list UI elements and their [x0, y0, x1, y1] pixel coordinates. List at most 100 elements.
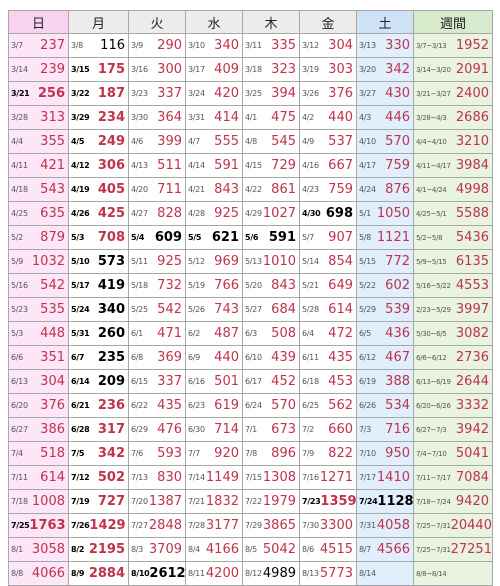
weekly-total-value: 7084	[455, 470, 489, 485]
day-cell-saturday: 3/13 330	[356, 33, 414, 58]
day-cell-saturday: 7/31 4058	[356, 513, 414, 538]
day-cell-tuesday: 3/23 337	[128, 81, 186, 106]
week-range-label: 4/1~4/24	[416, 185, 447, 194]
date-label: 3/19	[302, 65, 319, 74]
case-count: 609	[154, 230, 182, 245]
day-cell-saturday: 4/24 876	[356, 177, 414, 202]
date-label: 3/22	[71, 89, 90, 98]
case-count: 649	[328, 278, 353, 293]
case-count: 1763	[29, 518, 66, 533]
case-count: 1979	[262, 494, 296, 509]
case-count: 772	[385, 254, 410, 269]
day-cell-saturday: 3/27 430	[356, 81, 414, 106]
date-label: 8/1	[11, 545, 23, 554]
case-count: 388	[385, 374, 410, 389]
case-count: 260	[97, 326, 125, 341]
day-cell-thursday: 5/20 843	[242, 273, 300, 298]
weekly-total-cell: 3/14~3/20 2091	[413, 57, 493, 82]
weekly-total-value: 5588	[455, 206, 489, 221]
date-label: 6/26	[359, 401, 376, 410]
case-count: 555	[214, 134, 239, 149]
week-range-label: 4/4~4/10	[416, 137, 447, 146]
table-row: 6/13 304 6/14 209 6/15 337 6/16 501 6/17 452 6/18 4…	[8, 369, 493, 394]
day-cell-wednesday: 3/31 414	[185, 105, 243, 130]
date-label: 4/26	[71, 209, 90, 218]
day-cell-thursday: 3/18 323	[242, 57, 300, 82]
day-cell-wednesday: 3/17 409	[185, 57, 243, 82]
case-count: 209	[97, 374, 125, 389]
weekly-total-cell: 7/11~7/17 7084	[413, 465, 493, 490]
case-count: 828	[157, 206, 182, 221]
week-range-label: 2/23~5/29	[416, 305, 451, 314]
week-range-label: 5/2~5/8	[416, 233, 443, 242]
week-range-label: 5/16~5/22	[416, 281, 451, 290]
case-count: 1050	[376, 206, 410, 221]
table-row: 5/3 448 5/31 260 6/1 471 6/2 487 6/3 508 6/4 472 6/5…	[8, 321, 493, 346]
case-count: 414	[214, 110, 239, 125]
date-label: 3/16	[131, 65, 148, 74]
day-cell-saturday: 8/7 4566	[356, 537, 414, 562]
table-row: 5/9 1032 5/10 573 5/11 925 5/12 969 5/13 1010 5/14…	[8, 249, 493, 274]
date-label: 4/21	[188, 185, 205, 194]
case-count: 591	[268, 230, 296, 245]
day-cell-friday: 6/11 435	[299, 345, 357, 370]
day-cell-sunday: 5/2 879	[8, 225, 69, 250]
day-cell-sunday: 4/11 421	[8, 153, 69, 178]
table-row: 6/6 351 6/7 235 6/8 369 6/9 440 6/10 439 6/11 435 6/…	[8, 345, 493, 370]
date-label: 4/30	[302, 209, 321, 218]
week-range-label: 7/11~7/17	[416, 473, 451, 482]
day-cell-saturday: 5/8 1121	[356, 225, 414, 250]
day-cell-wednesday: 8/4 4166	[185, 537, 243, 562]
day-cell-monday: 4/26 425	[68, 201, 129, 226]
case-count: 854	[328, 254, 353, 269]
day-cell-wednesday: 6/23 619	[185, 393, 243, 418]
date-label: 6/28	[71, 425, 90, 434]
day-cell-monday: 5/31 260	[68, 321, 129, 346]
date-label: 6/24	[245, 401, 262, 410]
case-count: 335	[271, 38, 296, 53]
case-count: 562	[328, 398, 353, 413]
day-cell-friday: 5/21 649	[299, 273, 357, 298]
day-cell-thursday: 4/1 475	[242, 105, 300, 130]
case-count: 236	[97, 398, 125, 413]
case-count: 1387	[148, 494, 182, 509]
case-count: 843	[214, 182, 239, 197]
date-label: 7/16	[302, 473, 319, 482]
date-label: 5/16	[11, 281, 28, 290]
date-label: 7/2	[302, 425, 314, 434]
table-row: 5/2 879 5/3 708 5/4 609 5/5 621 5/6 591 5/7 907 5/8 1…	[8, 225, 493, 250]
day-cell-friday: 7/30 3300	[299, 513, 357, 538]
day-cell-tuesday: 5/18 732	[128, 273, 186, 298]
case-count: 394	[271, 86, 296, 101]
case-count: 3709	[148, 542, 182, 557]
date-label: 4/7	[188, 137, 200, 146]
week-range-label: 7/4~7/10	[416, 449, 447, 458]
case-count: 4058	[376, 518, 410, 533]
day-cell-monday: 4/5 249	[68, 129, 129, 154]
date-label: 4/10	[359, 137, 376, 146]
day-cell-wednesday: 4/7 555	[185, 129, 243, 154]
date-label: 5/25	[131, 305, 148, 314]
day-cell-tuesday: 4/20 711	[128, 177, 186, 202]
day-cell-saturday: 3/20 342	[356, 57, 414, 82]
weekly-total-cell: 5/9~5/15 6135	[413, 249, 493, 274]
date-label: 6/16	[188, 377, 205, 386]
case-count: 425	[97, 206, 125, 221]
date-label: 6/21	[71, 401, 90, 410]
date-label: 7/23	[302, 497, 321, 506]
case-count: 439	[271, 350, 296, 365]
date-label: 5/10	[71, 257, 90, 266]
case-count: 602	[385, 278, 410, 293]
date-label: 4/2	[302, 113, 314, 122]
day-cell-friday: 8/6 4515	[299, 537, 357, 562]
weekly-total-cell: 4/1~4/24 4998	[413, 177, 493, 202]
weekly-total-cell: 2/23~5/29 3997	[413, 297, 493, 322]
case-count: 475	[271, 110, 296, 125]
week-range-label: 6/6~6/12	[416, 353, 447, 362]
weekly-total-cell: 4/4~4/10 3210	[413, 129, 493, 154]
table-row: 7/25 1763 7/26 1429 7/27 2848 7/28 3177 7/29 3865…	[8, 513, 493, 538]
weekly-total-cell: 7/25~7/31 27251	[413, 537, 493, 562]
date-label: 4/19	[71, 185, 90, 194]
day-cell-sunday: 5/23 535	[8, 297, 69, 322]
case-count: 2195	[88, 542, 125, 557]
